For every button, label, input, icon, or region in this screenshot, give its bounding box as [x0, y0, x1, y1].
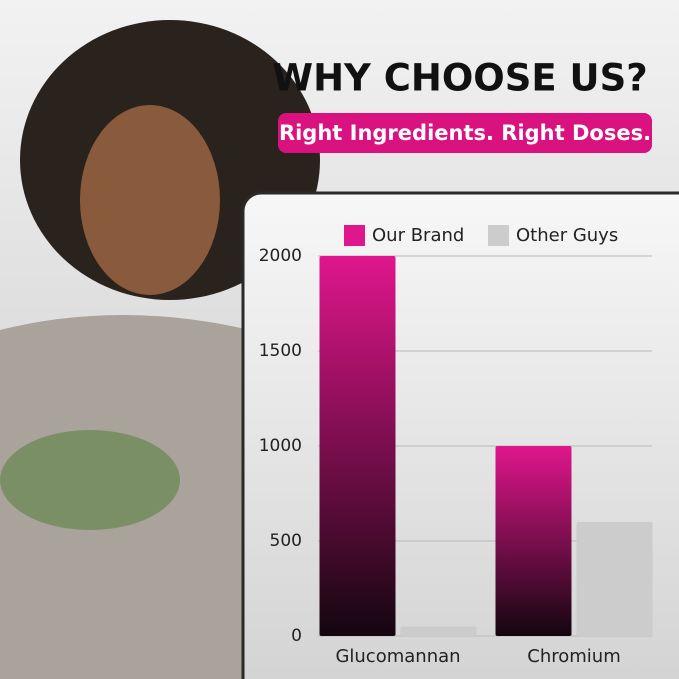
- legend-label: Our Brand: [372, 225, 464, 246]
- y-tick-label: 0: [291, 626, 302, 646]
- legend-swatch: [344, 225, 365, 246]
- y-tick-label: 1500: [259, 341, 302, 361]
- chart-title: WHY CHOOSE US?: [272, 57, 647, 100]
- bar: [400, 626, 477, 636]
- chart-subtitle: Right Ingredients. Right Doses.: [279, 121, 651, 145]
- x-tick-label: Chromium: [527, 646, 620, 667]
- subtitle-badge: [278, 113, 652, 153]
- x-tick-label: Glucomannan: [335, 646, 460, 667]
- bar: [319, 256, 396, 636]
- legend-swatch: [488, 225, 509, 246]
- bar: [495, 446, 572, 636]
- y-tick-label: 1000: [259, 436, 302, 456]
- y-tick-label: 500: [270, 531, 302, 551]
- y-tick-label: 2000: [259, 246, 302, 266]
- legend-label: Other Guys: [516, 225, 618, 246]
- bar: [576, 522, 653, 636]
